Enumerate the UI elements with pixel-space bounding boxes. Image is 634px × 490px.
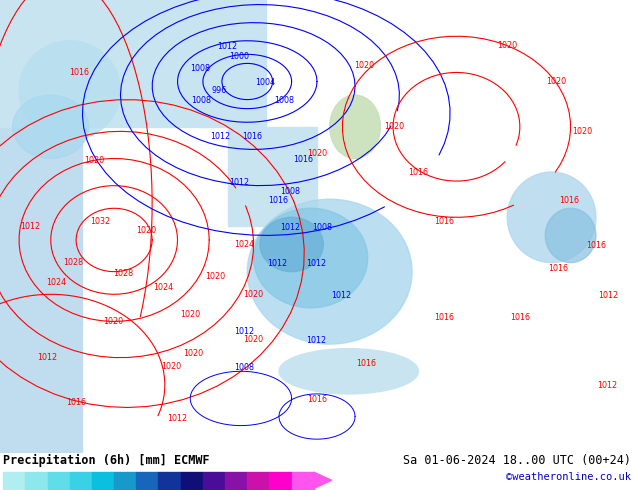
Text: 1016: 1016 (586, 241, 606, 250)
Text: 1024: 1024 (234, 240, 254, 249)
Text: 996: 996 (211, 86, 226, 95)
Bar (92, 472, 114, 489)
Text: Sa 01-06-2024 18..00 UTC (00+24): Sa 01-06-2024 18..00 UTC (00+24) (403, 454, 631, 467)
Text: 1024: 1024 (46, 278, 66, 288)
Text: 1020: 1020 (497, 41, 517, 50)
Text: 1008: 1008 (312, 223, 332, 232)
Text: 1016: 1016 (408, 168, 429, 176)
Text: 1032: 1032 (90, 218, 110, 226)
Text: 1008: 1008 (274, 96, 294, 105)
Text: 1012: 1012 (230, 177, 250, 187)
Ellipse shape (254, 208, 368, 308)
Text: ©weatheronline.co.uk: ©weatheronline.co.uk (506, 472, 631, 482)
Text: 1012: 1012 (37, 353, 58, 362)
Text: 1020: 1020 (205, 271, 226, 281)
Bar (269, 472, 292, 489)
Ellipse shape (247, 199, 412, 344)
Bar (158, 472, 181, 489)
Text: 1000: 1000 (230, 52, 250, 61)
Bar (25, 472, 48, 489)
Bar (136, 472, 158, 489)
Text: 1016: 1016 (356, 359, 377, 368)
Text: 1012: 1012 (280, 223, 301, 232)
Text: 1012: 1012 (20, 222, 41, 231)
Ellipse shape (330, 95, 380, 158)
Text: 1024: 1024 (153, 283, 174, 292)
Text: Precipitation (6h) [mm] ECMWF: Precipitation (6h) [mm] ECMWF (3, 454, 210, 467)
Bar (228, 127, 317, 226)
Text: 1012: 1012 (210, 132, 231, 141)
Ellipse shape (260, 218, 323, 271)
Ellipse shape (279, 348, 418, 394)
Text: 1008: 1008 (280, 187, 301, 196)
Text: 1020: 1020 (136, 226, 156, 235)
Text: 1020: 1020 (572, 127, 592, 136)
Text: 1012: 1012 (268, 259, 288, 268)
Text: 1012: 1012 (306, 259, 326, 268)
Text: 1012: 1012 (167, 415, 188, 423)
Bar (70, 472, 92, 489)
Text: 1020: 1020 (183, 349, 204, 358)
Text: 1008: 1008 (191, 96, 212, 105)
Ellipse shape (545, 208, 596, 263)
Text: 1004: 1004 (255, 78, 275, 87)
Bar (247, 472, 269, 489)
Polygon shape (314, 472, 332, 489)
Bar (0, 0, 82, 453)
Bar (225, 472, 247, 489)
Text: 1012: 1012 (217, 42, 237, 50)
Bar (181, 472, 203, 489)
Text: 1012: 1012 (597, 381, 618, 390)
Text: 1016: 1016 (69, 68, 89, 77)
Text: 1016: 1016 (66, 398, 86, 408)
Text: 1020: 1020 (547, 77, 567, 86)
Text: 1020: 1020 (354, 61, 375, 70)
Text: 1016: 1016 (242, 132, 262, 141)
Ellipse shape (19, 41, 120, 140)
Text: 1016: 1016 (434, 313, 454, 322)
Text: 1020: 1020 (161, 362, 181, 371)
Bar (114, 472, 136, 489)
Text: 1008: 1008 (190, 64, 210, 74)
Text: 1008: 1008 (234, 363, 254, 372)
Text: 1020: 1020 (103, 317, 123, 326)
Text: 1016: 1016 (268, 196, 288, 205)
Text: 1016: 1016 (548, 264, 568, 272)
Bar (292, 472, 314, 489)
Text: 1012: 1012 (598, 291, 619, 300)
Text: 1016: 1016 (307, 395, 327, 404)
Bar (48, 472, 70, 489)
Text: 1020: 1020 (243, 335, 264, 344)
Text: 1016: 1016 (510, 313, 530, 322)
Text: 1016: 1016 (293, 155, 313, 164)
Text: 1020: 1020 (307, 149, 327, 158)
Bar (203, 472, 225, 489)
Text: 1012: 1012 (234, 327, 254, 336)
Text: 1020: 1020 (384, 122, 404, 131)
Text: 1028: 1028 (113, 270, 134, 278)
Text: 1020: 1020 (243, 290, 264, 299)
Text: 1016: 1016 (434, 218, 454, 226)
Text: 1012: 1012 (331, 291, 351, 300)
Ellipse shape (507, 172, 596, 263)
Bar (0, 0, 266, 127)
Text: 1020: 1020 (180, 310, 200, 319)
Bar (3, 472, 25, 489)
Text: 1020: 1020 (84, 156, 104, 165)
Text: 1016: 1016 (559, 196, 579, 205)
Text: 1028: 1028 (63, 258, 83, 267)
Ellipse shape (13, 95, 89, 158)
Text: 1012: 1012 (306, 336, 326, 345)
